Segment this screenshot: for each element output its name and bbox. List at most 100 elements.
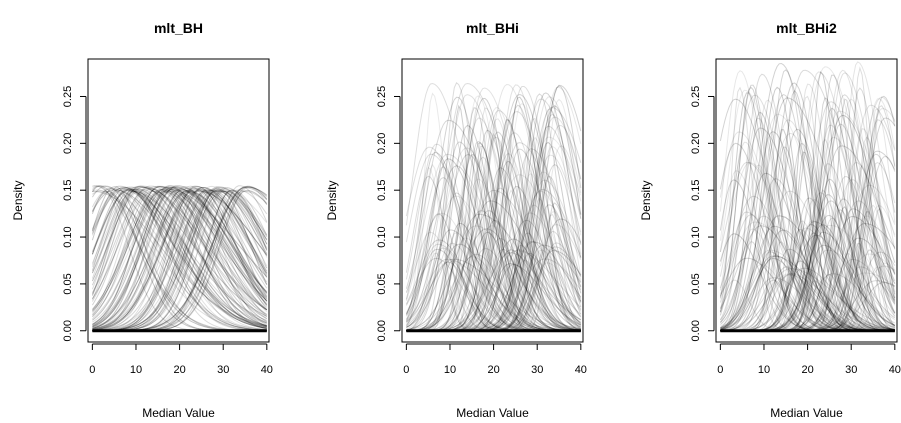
density-line bbox=[91, 189, 267, 326]
y-tick-label: 0.20 bbox=[376, 133, 388, 154]
density-line bbox=[405, 119, 581, 330]
density-curves bbox=[405, 81, 582, 333]
y-tick-label: 0.25 bbox=[62, 86, 74, 107]
density-line bbox=[92, 185, 267, 327]
x-tick-label: 30 bbox=[531, 364, 543, 376]
density-line bbox=[92, 185, 267, 328]
density-line bbox=[91, 186, 268, 311]
x-tick-label: 10 bbox=[444, 364, 456, 376]
x-tick-label: 40 bbox=[889, 364, 901, 376]
density-line bbox=[92, 189, 268, 331]
density-line bbox=[92, 186, 268, 328]
x-tick-label: 20 bbox=[801, 364, 813, 376]
density-line bbox=[91, 187, 267, 321]
density-line bbox=[92, 188, 268, 328]
x-tick-label: 0 bbox=[717, 364, 723, 376]
density-line bbox=[92, 189, 268, 330]
density-line bbox=[92, 185, 268, 332]
density-line bbox=[719, 221, 895, 331]
density-line bbox=[406, 82, 582, 324]
x-axis-label: Median Value bbox=[456, 406, 529, 420]
density-line bbox=[92, 185, 268, 319]
x-axis-label: Median Value bbox=[142, 406, 215, 420]
density-line bbox=[91, 189, 267, 329]
density-line bbox=[406, 200, 582, 332]
plot-frame bbox=[715, 58, 898, 343]
x-tick-label: 0 bbox=[403, 364, 409, 376]
density-line bbox=[406, 228, 581, 331]
density-line bbox=[92, 186, 267, 331]
chart-title: mlt_BHi bbox=[466, 20, 519, 36]
density-line bbox=[92, 187, 268, 326]
density-line bbox=[91, 186, 267, 323]
density-line bbox=[406, 94, 581, 330]
density-line bbox=[720, 82, 895, 332]
plot-frame bbox=[401, 58, 584, 343]
density-curves bbox=[719, 61, 896, 333]
density-line bbox=[92, 186, 268, 332]
x-tick-label: 20 bbox=[173, 364, 185, 376]
density-line bbox=[92, 191, 268, 331]
density-line bbox=[92, 185, 268, 327]
density-line bbox=[91, 187, 267, 328]
x-tick-label: 10 bbox=[130, 364, 142, 376]
density-line bbox=[92, 189, 267, 331]
y-axis-label: Density bbox=[639, 180, 653, 220]
density-line bbox=[406, 258, 581, 331]
chart-title: mlt_BH bbox=[154, 20, 203, 36]
density-line bbox=[92, 185, 268, 329]
density-line bbox=[720, 113, 895, 331]
density-curves bbox=[91, 185, 268, 333]
density-line bbox=[720, 62, 895, 331]
y-tick-label: 0.05 bbox=[62, 273, 74, 294]
x-tick-label: 30 bbox=[845, 364, 857, 376]
x-tick-label: 0 bbox=[89, 364, 95, 376]
y-tick-label: 0.15 bbox=[62, 179, 74, 200]
y-tick-label: 0.10 bbox=[690, 226, 702, 247]
density-line bbox=[92, 186, 268, 323]
density-line bbox=[91, 190, 267, 332]
y-tick-label: 0.05 bbox=[376, 273, 388, 294]
density-line bbox=[720, 97, 896, 329]
density-line bbox=[406, 210, 581, 332]
density-line bbox=[405, 153, 581, 331]
density-line bbox=[91, 186, 267, 327]
density-line bbox=[92, 190, 268, 328]
density-line bbox=[92, 190, 268, 330]
density-line bbox=[92, 185, 268, 331]
density-line bbox=[720, 273, 895, 332]
density-line bbox=[92, 190, 267, 327]
y-tick-label: 0.10 bbox=[62, 226, 74, 247]
density-line bbox=[719, 127, 895, 332]
y-tick-label: 0.15 bbox=[376, 179, 388, 200]
y-tick-label: 0.05 bbox=[690, 273, 702, 294]
density-line bbox=[91, 187, 267, 324]
density-line bbox=[91, 189, 267, 331]
density-line bbox=[91, 188, 267, 329]
density-line bbox=[92, 187, 268, 332]
panel-2: mlt_BHi 0.00 0.05 0.10 0.15 0.20 0.25 0 10 20 30 40… bbox=[325, 20, 587, 420]
density-line bbox=[91, 185, 268, 320]
density-line bbox=[91, 187, 267, 327]
density-line bbox=[91, 188, 267, 331]
x-tick-label: 10 bbox=[758, 364, 770, 376]
density-line bbox=[91, 185, 268, 316]
density-line bbox=[720, 132, 895, 332]
density-line bbox=[92, 190, 267, 327]
density-line bbox=[91, 189, 267, 329]
y-tick-label: 0.00 bbox=[690, 320, 702, 341]
x-tick-label: 30 bbox=[217, 364, 229, 376]
density-line bbox=[720, 215, 895, 330]
density-line bbox=[92, 186, 268, 331]
y-tick-label: 0.10 bbox=[376, 226, 388, 247]
density-line bbox=[92, 185, 268, 327]
density-line bbox=[91, 186, 268, 311]
density-line bbox=[92, 188, 268, 330]
density-line bbox=[92, 190, 267, 330]
density-line bbox=[92, 188, 268, 312]
density-line bbox=[91, 188, 267, 329]
density-line bbox=[720, 119, 895, 332]
density-line bbox=[92, 190, 268, 330]
density-line bbox=[92, 190, 268, 318]
